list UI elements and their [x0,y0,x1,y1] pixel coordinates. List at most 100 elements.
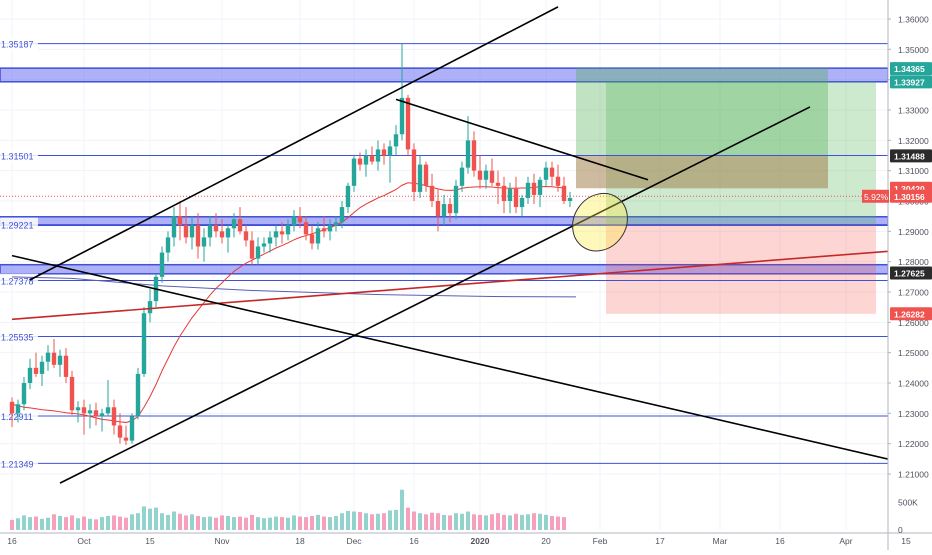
volume-bar [100,517,104,530]
candle-body [339,207,345,223]
time-tick-label: 18 [295,536,305,546]
highlight-ellipse [572,192,628,252]
position-tool[interactable] [576,68,876,314]
volume-bar [442,514,446,530]
volume-bar [268,517,272,530]
candle-body [327,225,333,232]
volume-tick-label: 500K [898,498,918,508]
time-tick-label: 17 [655,536,665,546]
price-label-bg [890,149,932,163]
volume-bar [16,518,20,530]
candle-body [459,167,465,186]
candle-body [363,155,369,165]
price-tick-label: 1.21000 [898,470,929,480]
candle-body [189,225,195,238]
candle-body [105,407,111,414]
candle-body [51,352,57,365]
candle-body [405,97,411,150]
candle-body [165,237,171,253]
trend-line [11,247,932,321]
candle-body [231,219,237,229]
volume-bar [58,516,62,530]
candle-body [429,185,435,201]
volume-bar [364,513,368,530]
trend-lines[interactable] [11,6,932,484]
time-tick-label: Nov [214,536,230,546]
volume-bar [454,513,458,530]
volume-bar [184,515,188,530]
candles [9,43,573,446]
candle-body [531,182,537,195]
level-label: 1.27378 [1,277,34,287]
level-label-bg [0,36,38,51]
candle-body [279,231,285,235]
volume-bar [64,517,68,530]
level-label-bg [0,456,38,471]
volume-bar [370,514,374,530]
volume-bar [274,516,278,530]
level-label-bg [0,217,38,232]
candle-body [519,197,525,208]
candle-body [369,155,375,162]
price-label: 1.27625 [894,269,925,279]
candle-body [219,231,225,238]
candle-body [135,373,141,417]
candle-body [381,149,387,156]
candle-body [213,225,219,232]
candle-body [129,416,135,441]
level-label-bg [0,329,38,344]
candle-body [261,243,267,247]
volume-bar [196,516,200,530]
volume-bar [154,507,158,530]
volume-bar [286,517,290,530]
volume-bar [388,510,392,530]
target-zone [606,81,876,226]
volume-bar [358,512,362,530]
candle-body [27,367,33,383]
price-label-bg [890,266,932,280]
candle-body [537,179,543,195]
volume-bar [232,517,236,530]
volume-bar [478,514,482,530]
volume-bars [10,489,566,530]
volume-bar [328,517,332,530]
candle-body [483,170,489,180]
volume-bar [490,514,494,530]
candle-body [477,170,483,180]
volume-bar [346,510,350,530]
volume-bar [22,515,26,530]
candle-body [33,367,39,374]
volume-bar [238,516,242,530]
price-label-bg [890,307,932,321]
candle-body [291,216,297,226]
time-tick-label: Feb [593,536,608,546]
volume-bar [412,511,416,530]
volume-bar [10,519,14,530]
volume-bar [316,514,320,530]
trend-line [11,254,901,463]
level-label: 1.35187 [1,40,34,50]
level-label: 1.31501 [1,151,34,161]
volume-bar [166,514,170,530]
volume-bar [418,513,422,530]
candle-body [285,225,291,235]
candle-body [555,176,561,186]
price-tick-label: 1.27000 [898,288,929,298]
volume-bar [280,517,284,530]
candle-body [315,228,321,244]
volume-bar [460,513,464,530]
candle-body [141,313,147,374]
volume-bar [334,516,338,530]
target-zone-2 [576,68,828,189]
volume-bar [466,511,470,530]
volume-bar [496,513,500,530]
volume-bar [544,514,548,530]
time-tick-label: 16 [409,536,419,546]
volume-bar [214,517,218,530]
volume-bar [34,516,38,530]
candle-body [57,355,63,365]
candle-body [303,222,309,235]
volume-bar [124,517,128,530]
